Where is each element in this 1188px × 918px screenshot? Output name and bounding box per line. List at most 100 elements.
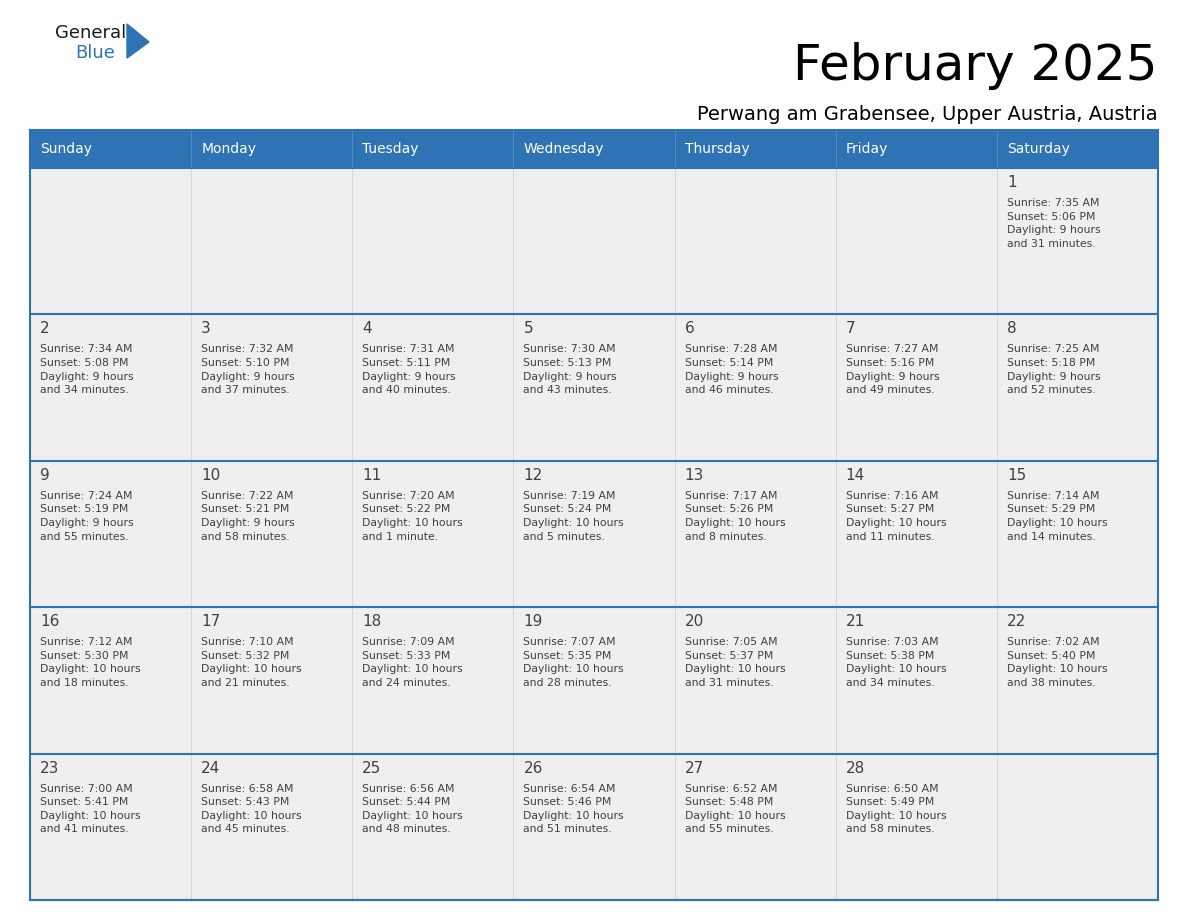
Text: 16: 16 (40, 614, 59, 629)
Text: Wednesday: Wednesday (524, 142, 604, 156)
Text: Sunrise: 6:58 AM
Sunset: 5:43 PM
Daylight: 10 hours
and 45 minutes.: Sunrise: 6:58 AM Sunset: 5:43 PM Dayligh… (201, 784, 302, 834)
Text: Sunrise: 7:20 AM
Sunset: 5:22 PM
Daylight: 10 hours
and 1 minute.: Sunrise: 7:20 AM Sunset: 5:22 PM Dayligh… (362, 491, 463, 542)
Bar (835, 607, 997, 754)
Bar (353, 461, 513, 607)
Text: Sunrise: 7:14 AM
Sunset: 5:29 PM
Daylight: 10 hours
and 14 minutes.: Sunrise: 7:14 AM Sunset: 5:29 PM Dayligh… (1007, 491, 1107, 542)
Text: Blue: Blue (75, 44, 115, 62)
Text: 4: 4 (362, 321, 372, 336)
Bar (191, 314, 353, 461)
Text: Sunrise: 6:52 AM
Sunset: 5:48 PM
Daylight: 10 hours
and 55 minutes.: Sunrise: 6:52 AM Sunset: 5:48 PM Dayligh… (684, 784, 785, 834)
Bar (675, 607, 835, 754)
Text: Sunrise: 7:22 AM
Sunset: 5:21 PM
Daylight: 9 hours
and 58 minutes.: Sunrise: 7:22 AM Sunset: 5:21 PM Dayligh… (201, 491, 295, 542)
Bar (353, 168, 513, 314)
Text: 26: 26 (524, 761, 543, 776)
Bar (835, 130, 997, 168)
Bar (675, 314, 835, 461)
Bar (835, 168, 997, 314)
Bar (997, 168, 1158, 314)
Text: Sunrise: 7:12 AM
Sunset: 5:30 PM
Daylight: 10 hours
and 18 minutes.: Sunrise: 7:12 AM Sunset: 5:30 PM Dayligh… (40, 637, 140, 688)
Bar (513, 168, 675, 314)
Text: Monday: Monday (201, 142, 257, 156)
Bar (353, 754, 513, 900)
Text: Sunrise: 7:16 AM
Sunset: 5:27 PM
Daylight: 10 hours
and 11 minutes.: Sunrise: 7:16 AM Sunset: 5:27 PM Dayligh… (846, 491, 947, 542)
Bar (675, 754, 835, 900)
Text: 8: 8 (1007, 321, 1017, 336)
Text: 20: 20 (684, 614, 703, 629)
Text: 11: 11 (362, 468, 381, 483)
Bar (997, 461, 1158, 607)
Text: Sunrise: 6:54 AM
Sunset: 5:46 PM
Daylight: 10 hours
and 51 minutes.: Sunrise: 6:54 AM Sunset: 5:46 PM Dayligh… (524, 784, 624, 834)
Text: Sunrise: 7:28 AM
Sunset: 5:14 PM
Daylight: 9 hours
and 46 minutes.: Sunrise: 7:28 AM Sunset: 5:14 PM Dayligh… (684, 344, 778, 396)
Text: 27: 27 (684, 761, 703, 776)
Text: Sunrise: 7:10 AM
Sunset: 5:32 PM
Daylight: 10 hours
and 21 minutes.: Sunrise: 7:10 AM Sunset: 5:32 PM Dayligh… (201, 637, 302, 688)
Bar (835, 314, 997, 461)
Text: Sunrise: 7:17 AM
Sunset: 5:26 PM
Daylight: 10 hours
and 8 minutes.: Sunrise: 7:17 AM Sunset: 5:26 PM Dayligh… (684, 491, 785, 542)
Bar (191, 461, 353, 607)
Bar (30, 754, 191, 900)
Text: 10: 10 (201, 468, 221, 483)
Bar (997, 130, 1158, 168)
Text: 6: 6 (684, 321, 694, 336)
Text: General: General (55, 24, 126, 42)
Bar (353, 314, 513, 461)
Bar (30, 461, 191, 607)
Text: Sunrise: 7:34 AM
Sunset: 5:08 PM
Daylight: 9 hours
and 34 minutes.: Sunrise: 7:34 AM Sunset: 5:08 PM Dayligh… (40, 344, 133, 396)
Text: 1: 1 (1007, 175, 1017, 190)
Bar (191, 130, 353, 168)
Text: 15: 15 (1007, 468, 1026, 483)
Text: Sunrise: 7:27 AM
Sunset: 5:16 PM
Daylight: 9 hours
and 49 minutes.: Sunrise: 7:27 AM Sunset: 5:16 PM Dayligh… (846, 344, 940, 396)
Bar (353, 130, 513, 168)
Text: Friday: Friday (846, 142, 889, 156)
Text: 22: 22 (1007, 614, 1026, 629)
Text: 28: 28 (846, 761, 865, 776)
Text: 5: 5 (524, 321, 533, 336)
Text: Sunrise: 6:50 AM
Sunset: 5:49 PM
Daylight: 10 hours
and 58 minutes.: Sunrise: 6:50 AM Sunset: 5:49 PM Dayligh… (846, 784, 947, 834)
Text: Sunrise: 7:00 AM
Sunset: 5:41 PM
Daylight: 10 hours
and 41 minutes.: Sunrise: 7:00 AM Sunset: 5:41 PM Dayligh… (40, 784, 140, 834)
Bar (675, 130, 835, 168)
Text: Sunrise: 7:19 AM
Sunset: 5:24 PM
Daylight: 10 hours
and 5 minutes.: Sunrise: 7:19 AM Sunset: 5:24 PM Dayligh… (524, 491, 624, 542)
Text: 23: 23 (40, 761, 59, 776)
Text: 9: 9 (40, 468, 50, 483)
Text: 12: 12 (524, 468, 543, 483)
Text: Sunrise: 7:09 AM
Sunset: 5:33 PM
Daylight: 10 hours
and 24 minutes.: Sunrise: 7:09 AM Sunset: 5:33 PM Dayligh… (362, 637, 463, 688)
Text: Sunrise: 7:31 AM
Sunset: 5:11 PM
Daylight: 9 hours
and 40 minutes.: Sunrise: 7:31 AM Sunset: 5:11 PM Dayligh… (362, 344, 456, 396)
Text: Sunrise: 7:24 AM
Sunset: 5:19 PM
Daylight: 9 hours
and 55 minutes.: Sunrise: 7:24 AM Sunset: 5:19 PM Dayligh… (40, 491, 133, 542)
Text: February 2025: February 2025 (794, 42, 1158, 90)
Bar (513, 314, 675, 461)
Text: Sunrise: 7:30 AM
Sunset: 5:13 PM
Daylight: 9 hours
and 43 minutes.: Sunrise: 7:30 AM Sunset: 5:13 PM Dayligh… (524, 344, 617, 396)
Text: 2: 2 (40, 321, 50, 336)
Bar (675, 461, 835, 607)
Text: Sunrise: 6:56 AM
Sunset: 5:44 PM
Daylight: 10 hours
and 48 minutes.: Sunrise: 6:56 AM Sunset: 5:44 PM Dayligh… (362, 784, 463, 834)
Bar (30, 314, 191, 461)
Text: Sunrise: 7:07 AM
Sunset: 5:35 PM
Daylight: 10 hours
and 28 minutes.: Sunrise: 7:07 AM Sunset: 5:35 PM Dayligh… (524, 637, 624, 688)
Text: Sunrise: 7:32 AM
Sunset: 5:10 PM
Daylight: 9 hours
and 37 minutes.: Sunrise: 7:32 AM Sunset: 5:10 PM Dayligh… (201, 344, 295, 396)
Bar (513, 754, 675, 900)
Text: Tuesday: Tuesday (362, 142, 419, 156)
Bar (30, 607, 191, 754)
Text: Sunrise: 7:02 AM
Sunset: 5:40 PM
Daylight: 10 hours
and 38 minutes.: Sunrise: 7:02 AM Sunset: 5:40 PM Dayligh… (1007, 637, 1107, 688)
Bar (675, 168, 835, 314)
Bar (191, 607, 353, 754)
Bar (997, 314, 1158, 461)
Bar (835, 754, 997, 900)
Text: Sunrise: 7:25 AM
Sunset: 5:18 PM
Daylight: 9 hours
and 52 minutes.: Sunrise: 7:25 AM Sunset: 5:18 PM Dayligh… (1007, 344, 1100, 396)
Text: 13: 13 (684, 468, 704, 483)
Bar (30, 130, 191, 168)
Text: 17: 17 (201, 614, 221, 629)
Bar (353, 607, 513, 754)
Text: 24: 24 (201, 761, 221, 776)
Text: 19: 19 (524, 614, 543, 629)
Bar (191, 754, 353, 900)
Text: 25: 25 (362, 761, 381, 776)
Text: Sunrise: 7:05 AM
Sunset: 5:37 PM
Daylight: 10 hours
and 31 minutes.: Sunrise: 7:05 AM Sunset: 5:37 PM Dayligh… (684, 637, 785, 688)
Text: Perwang am Grabensee, Upper Austria, Austria: Perwang am Grabensee, Upper Austria, Aus… (697, 105, 1158, 124)
Text: 3: 3 (201, 321, 211, 336)
Bar (997, 754, 1158, 900)
Polygon shape (127, 24, 148, 58)
Bar (513, 607, 675, 754)
Text: Sunday: Sunday (40, 142, 91, 156)
Text: 21: 21 (846, 614, 865, 629)
Text: 7: 7 (846, 321, 855, 336)
Text: Thursday: Thursday (684, 142, 750, 156)
Text: 18: 18 (362, 614, 381, 629)
